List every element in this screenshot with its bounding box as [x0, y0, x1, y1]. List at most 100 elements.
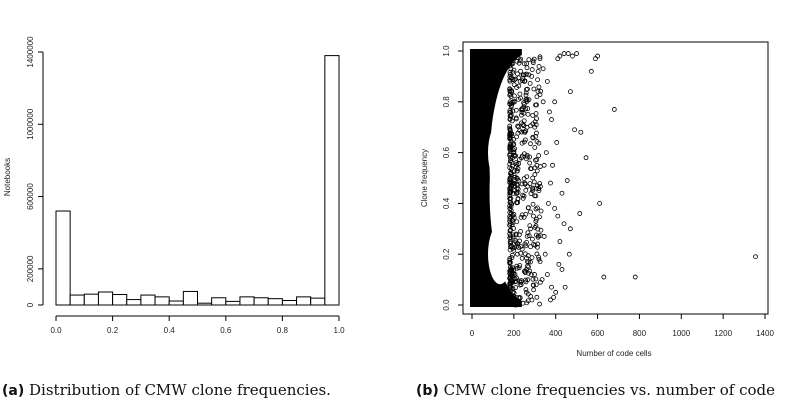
- scatter-point: [527, 181, 533, 187]
- scatter-point: [540, 66, 546, 72]
- scatter-point: [518, 56, 523, 62]
- scatter-point: [524, 71, 529, 77]
- scatter-point: [559, 267, 565, 272]
- scatter-dense-gap: [488, 122, 512, 183]
- scatter-point: [518, 228, 524, 234]
- scatter-point: [508, 227, 514, 233]
- scatter-point: [508, 269, 513, 274]
- histogram-y-tick-label: 200000: [26, 255, 35, 282]
- caption-a: (a) Distribution of CMW clone frequencie…: [2, 381, 331, 399]
- scatter-point: [534, 251, 540, 257]
- scatter-point: [513, 232, 519, 238]
- scatter-point: [511, 268, 516, 273]
- scatter-point: [526, 264, 531, 270]
- scatter-point: [515, 190, 521, 195]
- scatter-point: [523, 279, 529, 285]
- scatter-point: [535, 69, 541, 74]
- scatter-point: [522, 268, 528, 274]
- scatter-point: [507, 153, 513, 158]
- histogram-x-tick-label: 0.2: [107, 326, 119, 335]
- scatter-point: [518, 214, 524, 220]
- histogram-bar: [211, 297, 227, 306]
- scatter-point: [520, 195, 526, 201]
- scatter-x-tick-label: 1400: [756, 329, 774, 338]
- scatter-point: [553, 289, 559, 295]
- scatter-point: [524, 174, 530, 180]
- scatter-point: [507, 233, 513, 239]
- scatter-point: [536, 84, 542, 90]
- caption-b-label: (b): [416, 383, 439, 399]
- scatter-x-tick-label: 600: [591, 329, 605, 338]
- scatter-point: [530, 213, 536, 219]
- scatter-axes: 0 200 400 600 800 1000 1200 1400 0.0 0.2 0.4 0.6 0.8…: [442, 45, 774, 338]
- scatter-point: [524, 65, 530, 71]
- scatter-point: [523, 106, 529, 112]
- scatter-point: [520, 300, 526, 306]
- scatter-point: [530, 175, 536, 181]
- scatter-point: [547, 109, 552, 115]
- scatter-point: [532, 119, 538, 125]
- scatter-point: [542, 251, 548, 257]
- scatter-point: [514, 240, 520, 246]
- histogram-bar: [182, 290, 199, 306]
- histogram-axes: 0.0 0.2 0.4 0.6 0.8 1.0 0 200000 600000 1000000 14…: [26, 36, 345, 335]
- scatter-point: [525, 86, 530, 92]
- scatter-point: [507, 210, 513, 215]
- scatter-point: [561, 51, 567, 56]
- scatter-point: [507, 283, 513, 289]
- scatter-point: [577, 211, 583, 216]
- histogram-y-tick-label: 1000000: [26, 108, 35, 140]
- caption-b-text: CMW clone frequencies vs. number of code: [443, 381, 776, 399]
- scatter-point: [528, 209, 533, 215]
- scatter-dense-region: [470, 49, 522, 307]
- scatter-point: [509, 100, 514, 106]
- histogram-bar: [296, 296, 312, 306]
- scatter-y-tick-label: 0.6: [442, 146, 451, 158]
- scatter-point: [507, 147, 513, 153]
- scatter-point: [516, 265, 522, 271]
- scatter-point: [530, 201, 536, 207]
- scatter-point: [522, 137, 528, 143]
- scatter-point: [521, 100, 527, 106]
- scatter-point: [511, 173, 517, 178]
- scatter-point: [507, 239, 513, 244]
- scatter-x-tick-label: 0: [470, 329, 475, 338]
- scatter-point: [508, 272, 513, 278]
- scatter-point: [524, 259, 530, 264]
- scatter-point: [534, 216, 539, 222]
- scatter-point: [524, 289, 529, 295]
- scatter-point: [531, 179, 537, 185]
- scatter-point: [549, 284, 554, 290]
- scatter-point: [509, 255, 515, 261]
- scatter-point: [508, 109, 514, 115]
- histogram-bar: [112, 294, 128, 306]
- histogram-bar: [310, 297, 326, 306]
- scatter-point: [510, 299, 516, 305]
- histogram-bar: [55, 210, 71, 306]
- scatter-point: [518, 68, 524, 74]
- scatter-point: [551, 294, 557, 300]
- histogram-bar: [69, 294, 85, 306]
- scatter-point: [531, 283, 536, 288]
- scatter-x-tick-label: 800: [633, 329, 647, 338]
- scatter-point: [588, 68, 594, 74]
- histogram-y-tick-label: 600000: [26, 183, 35, 210]
- scatter-point: [572, 127, 577, 133]
- scatter-point: [533, 218, 539, 224]
- scatter-point: [524, 152, 530, 158]
- scatter-point: [538, 227, 544, 233]
- scatter-point: [523, 187, 529, 193]
- histogram-bar: [225, 300, 241, 306]
- scatter-point: [510, 297, 515, 303]
- scatter-point: [555, 213, 561, 219]
- histogram-bar: [253, 297, 269, 306]
- scatter-point: [535, 89, 541, 94]
- scatter-point: [507, 135, 513, 141]
- scatter-point: [511, 99, 517, 105]
- scatter-point: [510, 252, 515, 258]
- scatter-point: [514, 161, 520, 167]
- scatter-point: [570, 53, 575, 59]
- scatter-point: [521, 193, 527, 199]
- scatter-point: [532, 145, 538, 150]
- scatter-point: [537, 181, 543, 187]
